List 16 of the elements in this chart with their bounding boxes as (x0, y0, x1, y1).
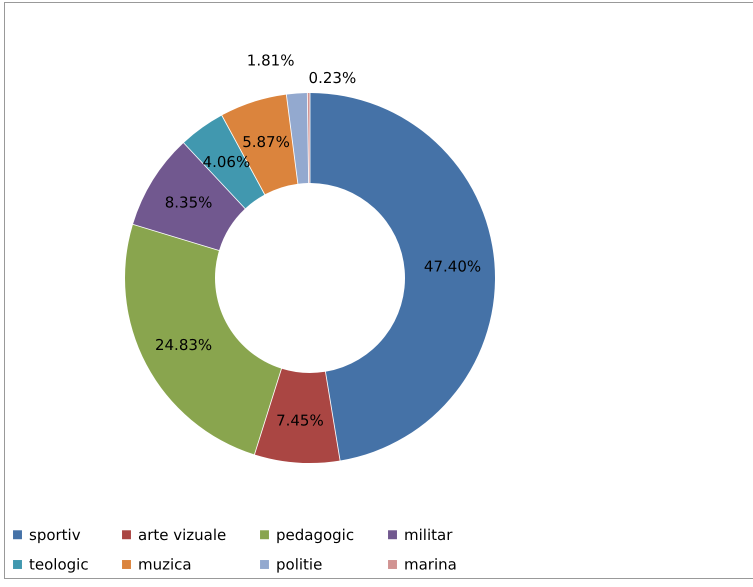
data-label: 8.35% (164, 193, 212, 212)
data-label: 47.40% (424, 257, 482, 276)
legend-label: muzica (138, 556, 192, 574)
donut-slice (254, 368, 340, 463)
legend-label: pedagogic (276, 526, 354, 544)
legend-label: marina (404, 556, 457, 574)
data-label: 5.87% (242, 132, 290, 151)
legend-label: politie (276, 556, 322, 574)
legend-label: teologic (29, 556, 89, 574)
data-label: 1.81% (246, 52, 294, 70)
legend-label: arte vizuale (138, 526, 226, 544)
data-label: 24.83% (154, 336, 212, 354)
legend-label: sportiv (29, 526, 81, 544)
data-label: 7.45% (276, 412, 324, 430)
data-label: 0.23% (308, 69, 356, 88)
legend-label: militar (404, 526, 454, 544)
